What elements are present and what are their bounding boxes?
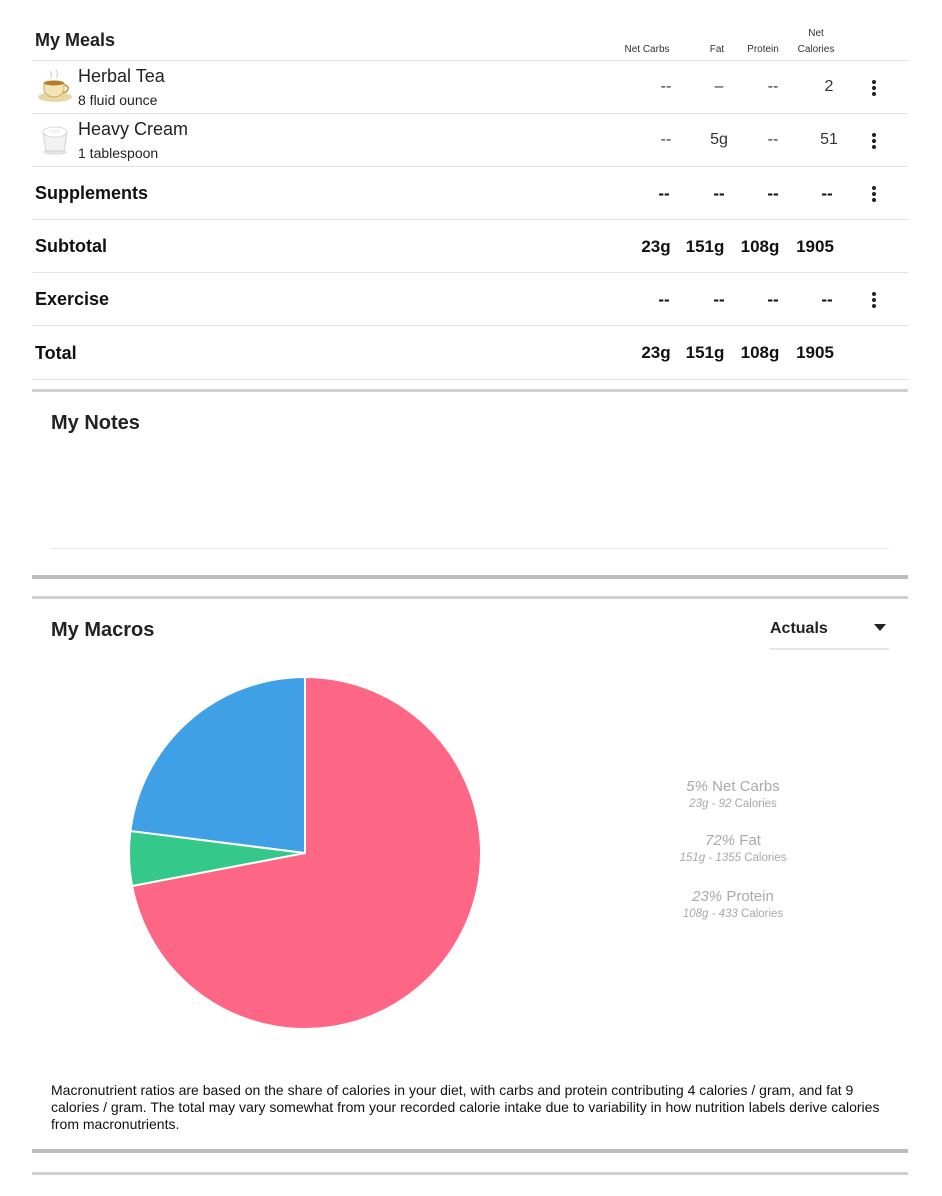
subtotal-row: Subtotal 23g 151g 108g 1905: [32, 220, 908, 273]
fat-value: 151g: [685, 237, 725, 256]
more-options-icon[interactable]: [872, 186, 876, 204]
col-header-net-calories: Net Calories: [797, 28, 835, 55]
food-quantity: 1 tablespoon: [78, 145, 159, 161]
pie-slice-protein: [129, 675, 306, 855]
section-divider: [32, 389, 908, 392]
fat-value: --: [713, 184, 725, 203]
food-quantity: 8 fluid ounce: [78, 92, 158, 108]
fat-value: –: [714, 78, 724, 95]
macros-footnote: Macronutrient ratios are based on the sh…: [51, 1082, 880, 1132]
protein-value: 108g: [740, 343, 780, 362]
notes-input[interactable]: [51, 448, 889, 549]
protein-value: --: [767, 131, 779, 148]
tea-cup-icon: [38, 69, 72, 102]
calories-value: 1905: [796, 237, 834, 256]
net-carbs-value: --: [658, 184, 670, 203]
net-carbs-value: --: [660, 78, 672, 95]
net-carbs-value: --: [658, 290, 670, 309]
meals-title: My Meals: [35, 30, 116, 50]
exercise-label: Exercise: [35, 289, 110, 309]
calories-value: --: [821, 184, 833, 203]
supplements-row[interactable]: Supplements -- -- -- --: [32, 167, 908, 220]
section-divider: [32, 1149, 908, 1153]
fat-value: 151g: [685, 343, 725, 362]
net-carbs-value: 23g: [641, 237, 671, 256]
net-carbs-value: --: [660, 131, 672, 148]
macros-pie-chart: [128, 675, 482, 1030]
more-options-icon[interactable]: [872, 133, 876, 151]
food-name: Herbal Tea: [78, 66, 165, 86]
exercise-row[interactable]: Exercise -- -- -- --: [32, 273, 908, 326]
total-label: Total: [35, 343, 77, 363]
dropdown-selected: Actuals: [770, 620, 828, 637]
cream-cup-icon: [42, 126, 68, 155]
total-row: Total 23g 151g 108g 1905: [32, 326, 908, 380]
header-divider: [32, 60, 908, 61]
notes-title: My Notes: [51, 412, 140, 434]
legend-net-carbs: 5% Net Carbs 23g - 92 Calories: [686, 778, 780, 810]
section-divider: [32, 575, 908, 579]
more-options-icon[interactable]: [872, 292, 876, 310]
fat-value: --: [713, 290, 725, 309]
more-options-icon[interactable]: [872, 80, 876, 98]
col-header-net-carbs: Net Carbs: [624, 44, 670, 55]
legend-fat: 72% Fat 151g - 1355 Calories: [679, 832, 787, 864]
calories-value: 2: [824, 78, 834, 95]
supplements-label: Supplements: [35, 183, 149, 203]
section-divider: [32, 596, 908, 599]
food-row-heavy-cream[interactable]: Heavy Cream 1 tablespoon -- 5g -- 51: [32, 114, 908, 167]
fat-value: 5g: [710, 131, 728, 148]
macros-title: My Macros: [51, 619, 155, 641]
protein-value: 108g: [740, 237, 780, 256]
pie-slice-fat: [130, 675, 482, 1030]
food-name: Heavy Cream: [78, 119, 189, 139]
protein-value: --: [767, 184, 779, 203]
col-header-fat: Fat: [709, 44, 725, 55]
legend-protein: 23% Protein 108g - 433 Calories: [682, 888, 784, 920]
protein-value: --: [767, 78, 779, 95]
food-row-herbal-tea[interactable]: Herbal Tea 8 fluid ounce -- – -- 2: [32, 61, 908, 114]
calories-value: 1905: [796, 343, 834, 362]
protein-value: --: [767, 290, 779, 309]
macros-dropdown[interactable]: Actuals: [770, 612, 889, 650]
section-divider: [32, 1172, 908, 1175]
net-carbs-value: 23g: [641, 343, 671, 362]
col-header-protein: Protein: [747, 44, 779, 55]
chevron-down-icon: [874, 624, 886, 631]
calories-value: 51: [820, 131, 838, 148]
calories-value: --: [821, 290, 833, 309]
subtotal-label: Subtotal: [35, 236, 107, 256]
